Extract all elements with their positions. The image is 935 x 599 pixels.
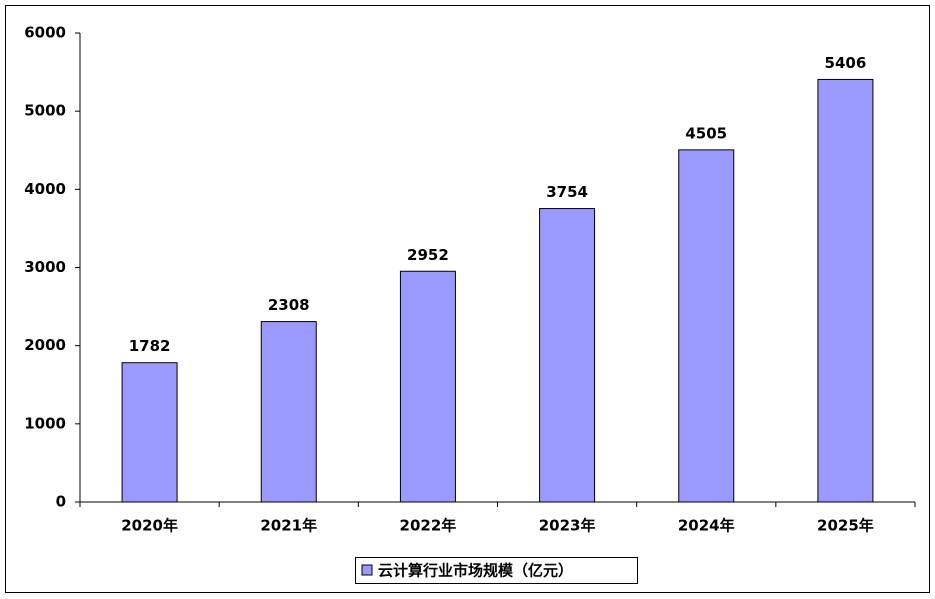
x-tick-label: 2022年 (400, 517, 457, 535)
data-label: 1782 (129, 337, 171, 355)
data-label: 4505 (685, 124, 727, 142)
bar (260, 321, 317, 503)
chart-border (5, 5, 930, 593)
data-label: 5406 (825, 54, 867, 72)
y-tick-label: 0 (56, 493, 66, 511)
bar (121, 362, 178, 503)
y-tick-label: 6000 (24, 24, 66, 42)
bar (678, 149, 735, 503)
y-tick-label: 4000 (24, 180, 66, 198)
x-tick-label: 2025年 (817, 517, 874, 535)
x-tick-label: 2023年 (539, 517, 596, 535)
data-label: 3754 (546, 183, 588, 201)
y-tick-label: 5000 (24, 102, 66, 120)
y-tick-label: 1000 (24, 414, 66, 432)
x-tick-label: 2021年 (260, 517, 317, 535)
y-tick-label: 2000 (24, 336, 66, 354)
data-label: 2308 (268, 296, 310, 314)
x-tick-label: 2024年 (678, 517, 735, 535)
bar (817, 78, 874, 503)
data-label: 2952 (407, 246, 449, 264)
x-tick-label: 2020年 (121, 517, 178, 535)
legend-label: 云计算行业市场规模（亿元） (378, 562, 573, 580)
legend-marker (361, 564, 373, 576)
legend-box (355, 557, 638, 584)
y-tick-label: 3000 (24, 258, 66, 276)
bar (399, 270, 456, 503)
bar (539, 208, 596, 503)
